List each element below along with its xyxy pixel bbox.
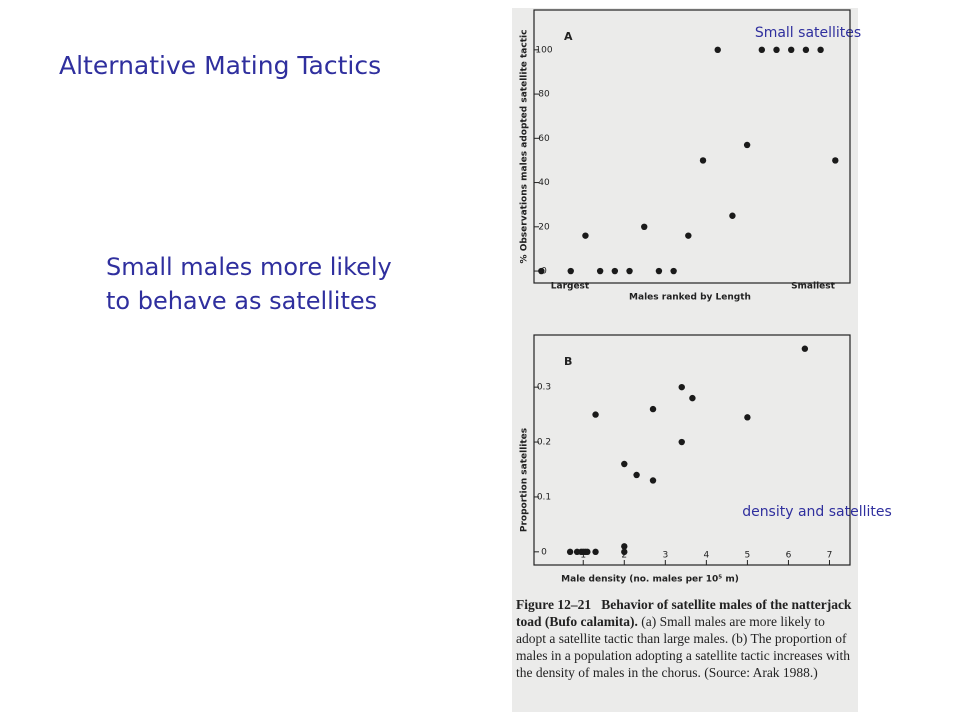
plot-frame: [533, 334, 851, 566]
figure-caption: Figure 12–21 Behavior of satellite males…: [516, 596, 852, 681]
data-point: [611, 267, 619, 275]
data-point: [743, 141, 751, 149]
x-tick-label: 6: [786, 551, 792, 561]
data-point: [649, 405, 657, 413]
x-axis-label: Males ranked by Length: [629, 293, 751, 303]
data-point: [714, 46, 721, 54]
x-annotation: Smallest: [791, 282, 836, 292]
data-point: [621, 543, 628, 550]
data-point: [584, 548, 591, 556]
data-point: [729, 212, 736, 219]
x-tick-label: 2: [621, 551, 627, 561]
y-tick-label: 0: [541, 547, 547, 557]
data-point: [758, 46, 766, 54]
data-point: [817, 46, 824, 54]
y-tick-label: 20: [538, 222, 550, 232]
data-point: [678, 383, 685, 391]
y-tick-label: 100: [535, 45, 552, 55]
y-axis-label: Proportion satellites: [520, 428, 530, 532]
y-tick-label: 0.1: [537, 492, 551, 502]
slide-title: Alternative Mating Tactics: [59, 51, 381, 80]
data-point: [566, 548, 574, 556]
data-point: [689, 394, 696, 402]
x-tick-label: 5: [745, 551, 751, 561]
annotation: Small satellites: [755, 25, 861, 41]
data-point: [773, 46, 780, 54]
data-point: [641, 223, 648, 231]
y-tick-label: 0.2: [537, 438, 551, 448]
data-point: [592, 411, 599, 418]
caption-label: Figure 12–21: [516, 597, 592, 612]
data-point: [788, 46, 795, 54]
x-annotation: Largest: [551, 282, 590, 292]
y-tick-label: 60: [538, 134, 550, 144]
panel-label: A: [564, 30, 573, 43]
data-point: [678, 438, 685, 446]
x-tick-label: 3: [662, 551, 668, 561]
annotation: density and satellites: [742, 504, 892, 520]
x-axis-label: Male density (no. males per 10⁵ m): [561, 575, 739, 585]
plot-frame: [533, 9, 851, 284]
data-point: [621, 460, 628, 468]
scan-background: [512, 8, 858, 712]
data-point: [582, 232, 589, 239]
data-point: [832, 157, 839, 164]
body-text: to behave as satellites: [106, 287, 377, 315]
caption-title: Behavior of satellite males of the natte…: [516, 597, 852, 629]
data-point: [655, 267, 663, 275]
data-point: [670, 267, 677, 275]
data-point: [538, 267, 545, 275]
data-point: [626, 267, 633, 275]
caption-text: (a) Small males are more likely to adopt…: [516, 614, 851, 680]
data-point: [744, 414, 751, 421]
x-tick-label: 7: [827, 551, 833, 561]
data-point: [621, 548, 628, 556]
data-point: [685, 232, 692, 239]
panel-label: B: [564, 355, 572, 368]
x-tick-label: 4: [703, 551, 709, 561]
y-tick-label: 80: [538, 90, 550, 100]
data-point: [649, 477, 657, 484]
y-tick-label: 0.3: [537, 383, 551, 393]
x-tick-label: 1: [580, 551, 586, 561]
data-point: [592, 548, 599, 556]
y-axis-label: % Observations males adopted satellite t…: [520, 30, 530, 264]
data-point: [801, 345, 809, 352]
y-tick-label: 40: [538, 178, 550, 188]
data-point: [567, 267, 574, 275]
data-point: [802, 46, 810, 54]
body-text: Small males more likely: [106, 253, 392, 281]
data-point: [633, 471, 640, 479]
data-point: [596, 267, 604, 275]
data-point: [699, 157, 707, 164]
